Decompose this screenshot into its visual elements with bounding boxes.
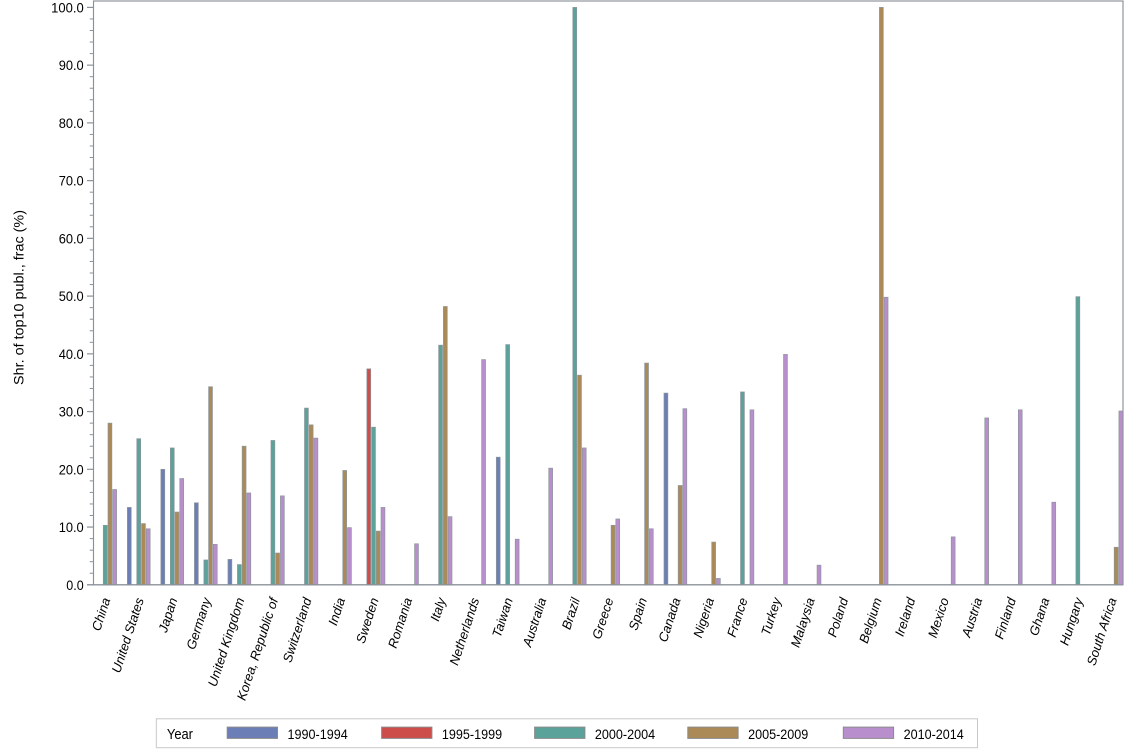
- svg-text:80.0: 80.0: [59, 115, 84, 131]
- svg-text:100.0: 100.0: [51, 0, 84, 15]
- svg-text:0.0: 0.0: [66, 577, 84, 593]
- svg-text:50.0: 50.0: [59, 288, 84, 304]
- svg-text:2005-2009: 2005-2009: [748, 726, 808, 742]
- svg-text:70.0: 70.0: [59, 173, 84, 189]
- svg-text:40.0: 40.0: [59, 346, 84, 362]
- svg-text:1990-1994: 1990-1994: [288, 726, 348, 742]
- svg-text:60.0: 60.0: [59, 230, 84, 246]
- svg-text:Shr. of top10 publ., frac (%): Shr. of top10 publ., frac (%): [11, 210, 26, 385]
- svg-text:2000-2004: 2000-2004: [595, 726, 655, 742]
- svg-text:10.0: 10.0: [59, 519, 84, 535]
- svg-text:20.0: 20.0: [59, 461, 84, 477]
- svg-text:90.0: 90.0: [59, 57, 84, 73]
- svg-text:Year: Year: [167, 727, 193, 743]
- svg-text:30.0: 30.0: [59, 404, 84, 420]
- svg-text:Italy: Italy: [427, 594, 449, 623]
- svg-text:1995-1999: 1995-1999: [442, 726, 502, 742]
- svg-text:2010-2014: 2010-2014: [904, 726, 964, 742]
